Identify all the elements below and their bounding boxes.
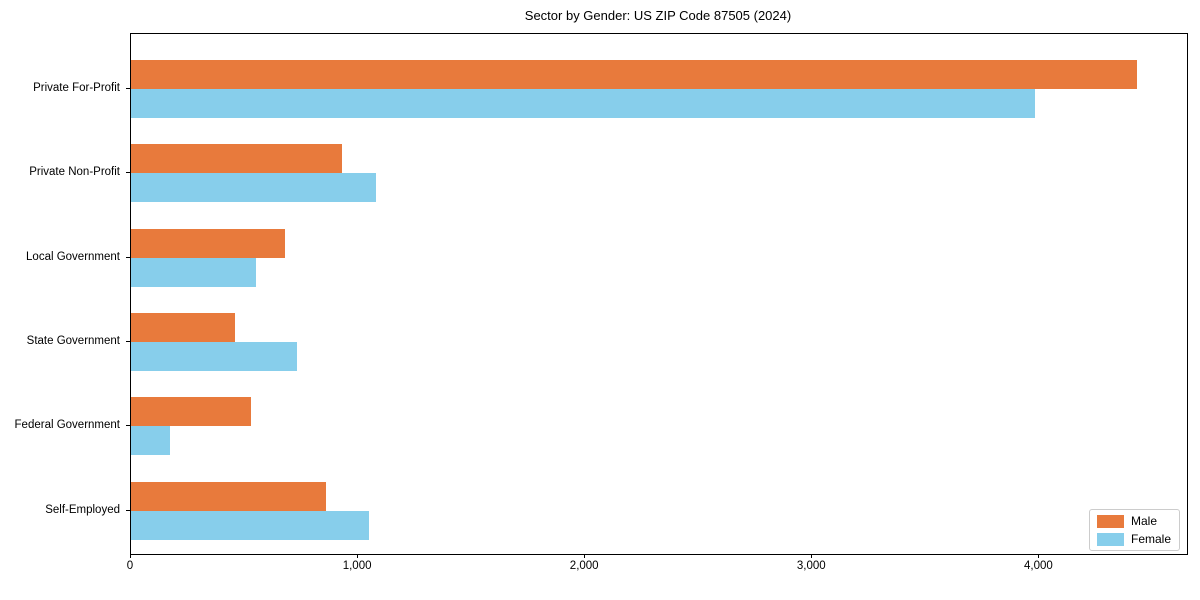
- bar-male-2: [131, 228, 286, 258]
- legend-swatch-female: [1096, 532, 1124, 546]
- y-axis-label: State Government: [26, 335, 120, 348]
- legend-item-male: Male: [1096, 514, 1171, 528]
- bar-male-5: [131, 481, 327, 511]
- y-axis-tick: [126, 341, 130, 343]
- legend-label: Female: [1130, 532, 1171, 546]
- y-axis-tick: [126, 88, 130, 89]
- y-axis-label: Self-Employed: [45, 503, 120, 516]
- bar-female-3: [131, 342, 297, 372]
- x-axis-tick: [130, 554, 131, 558]
- x-axis-tick: [811, 554, 813, 558]
- plot-area: Male Female: [130, 33, 1188, 555]
- x-tick-label: 0: [126, 560, 134, 572]
- x-axis-tick: [1038, 554, 1040, 558]
- bar-male-1: [131, 144, 343, 174]
- bar-male-3: [131, 313, 236, 343]
- y-axis-tick: [126, 509, 130, 511]
- x-tick-label: 4,000: [1023, 560, 1053, 572]
- y-axis-label: Local Government: [26, 250, 120, 263]
- chart-title: Sector by Gender: US ZIP Code 87505 (202…: [524, 8, 792, 23]
- y-axis-tick: [126, 425, 130, 427]
- y-axis-label: Private Non-Profit: [29, 166, 120, 179]
- y-axis-label: Private For-Profit: [33, 82, 120, 94]
- y-axis-tick: [126, 256, 130, 258]
- bar-female-2: [131, 257, 256, 287]
- bar-female-4: [131, 426, 170, 456]
- legend-item-female: Female: [1096, 532, 1171, 546]
- x-tick-label: 1,000: [342, 560, 372, 572]
- y-axis-label: Federal Government: [14, 419, 120, 432]
- x-tick-label: 3,000: [796, 560, 826, 572]
- legend-swatch-male: [1096, 514, 1124, 528]
- y-axis-tick: [126, 172, 130, 174]
- bar-female-0: [131, 89, 1035, 118]
- legend: Male Female: [1088, 509, 1180, 551]
- legend-label: Male: [1130, 514, 1157, 528]
- x-tick-label: 2,000: [569, 560, 599, 572]
- x-axis-tick: [357, 554, 359, 558]
- bar-female-1: [131, 173, 377, 203]
- bar-female-5: [131, 510, 370, 540]
- x-axis-tick: [584, 554, 586, 558]
- bar-male-4: [131, 397, 252, 427]
- bar-male-0: [131, 60, 1138, 89]
